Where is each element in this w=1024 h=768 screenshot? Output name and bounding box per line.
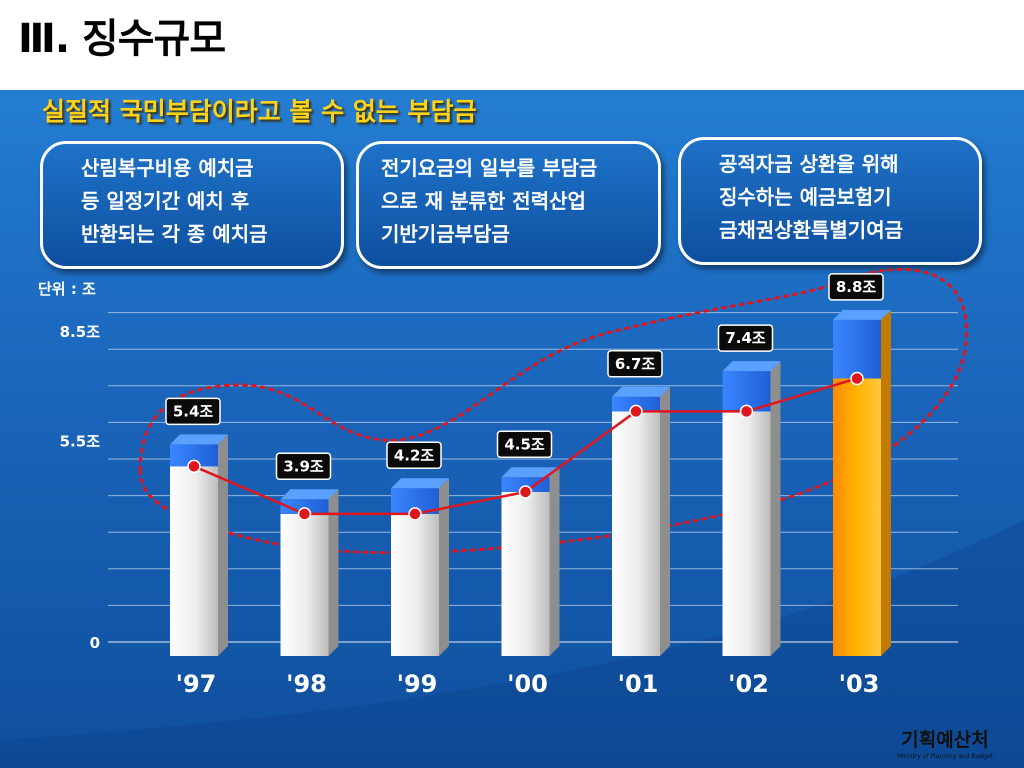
- bar-0: [170, 466, 218, 656]
- value-label-box-1: [275, 452, 332, 481]
- line-marker-6: [850, 371, 864, 386]
- slide-title: Ⅲ. 징수규모: [18, 16, 226, 62]
- bar-4: [612, 411, 660, 656]
- note-line: 징수하는 예금보험기: [719, 185, 892, 209]
- bar-1: [280, 513, 329, 656]
- value-label-0: 5.4조: [173, 402, 214, 420]
- y-tick-label: 8.5조: [60, 323, 101, 341]
- value-label-3: 4.5조: [504, 435, 545, 453]
- category-label-6: '03: [839, 670, 880, 698]
- category-label-5: '02: [728, 670, 769, 698]
- slide-subtitle: 실질적 국민부담이라고 볼 수 없는 부담금: [42, 97, 477, 126]
- bar-side-0: [218, 434, 228, 656]
- bar-top-0: [170, 434, 228, 445]
- category-label-4: '01: [618, 670, 659, 698]
- note-line: 산림복구비용 예치금: [81, 156, 254, 180]
- note-line: 등 일정기간 예치 후: [81, 189, 250, 213]
- bar-top-3: [501, 467, 560, 478]
- bar-cap-3: [501, 477, 550, 492]
- bar-cap-0: [170, 444, 218, 467]
- bar-cap-6: [833, 319, 881, 379]
- category-label-2: '99: [397, 670, 438, 698]
- value-label-1: 3.9조: [283, 457, 324, 475]
- bar-side-2: [439, 478, 449, 656]
- value-label-box-5: [717, 324, 774, 352]
- line-marker-3: [518, 485, 533, 499]
- unit-label: 단위 : 조: [38, 280, 96, 298]
- bar-top-2: [391, 478, 449, 489]
- bar-side-5: [770, 361, 781, 656]
- note-line: 전기요금의 일부를 부담금: [381, 156, 598, 180]
- line-marker-0: [187, 459, 201, 474]
- bar-top-5: [722, 361, 781, 372]
- note-line: 으로 재 분류한 전력산업: [381, 189, 586, 213]
- value-label-box-6: [828, 273, 884, 301]
- bar-side-6: [881, 309, 891, 656]
- bar-side-1: [328, 489, 339, 656]
- bar-2: [391, 513, 439, 656]
- value-label-box-3: [496, 430, 553, 459]
- bar-side-4: [660, 386, 670, 656]
- bar-cap-4: [612, 396, 660, 412]
- note-box-deposits: 산림복구비용 예치금 등 일정기간 예치 후 반환되는 각 종 예치금: [40, 141, 344, 269]
- bar-cap-1: [280, 499, 329, 514]
- logo-english: Ministry of Planning and Budget: [897, 753, 993, 760]
- bar-3: [501, 491, 550, 656]
- bar-side-3: [549, 467, 560, 656]
- ministry-logo: 기획예산처 Ministry of Planning and Budget: [880, 725, 1010, 760]
- line-marker-2: [408, 507, 422, 521]
- note-line: 반환되는 각 종 예치금: [81, 222, 268, 246]
- value-label-2: 4.2조: [394, 446, 435, 464]
- y-tick-label: 0: [90, 634, 100, 652]
- category-label-0: '97: [176, 670, 217, 698]
- y-tick-label: 5.5조: [60, 433, 101, 451]
- bar-6: [833, 378, 881, 656]
- value-label-5: 7.4조: [725, 329, 766, 347]
- bar-top-4: [612, 386, 670, 397]
- logo-korean: 기획예산처: [901, 729, 989, 751]
- value-label-box-2: [386, 441, 442, 470]
- bar-top-6: [833, 309, 891, 320]
- line-marker-5: [739, 404, 754, 419]
- note-line: 금채권상환특별기여금: [719, 218, 903, 242]
- note-line: 공적자금 상환을 위해: [719, 152, 899, 176]
- value-label-4: 6.7조: [615, 355, 656, 373]
- line-marker-1: [297, 507, 312, 521]
- category-label-1: '98: [286, 670, 327, 698]
- value-label-box-4: [607, 350, 663, 378]
- category-label-3: '00: [507, 670, 548, 698]
- value-label-box-0: [165, 397, 221, 426]
- bar-5: [722, 411, 771, 656]
- line-marker-4: [629, 404, 643, 419]
- note-box-power-fund: 전기요금의 일부를 부담금 으로 재 분류한 전력산업 기반기금부담금: [356, 141, 661, 269]
- note-box-public-funds: 공적자금 상환을 위해 징수하는 예금보험기 금채권상환특별기여금: [678, 137, 982, 265]
- note-line: 기반기금부담금: [381, 222, 510, 246]
- bar-top-1: [280, 489, 339, 500]
- value-label-6: 8.8조: [836, 278, 877, 296]
